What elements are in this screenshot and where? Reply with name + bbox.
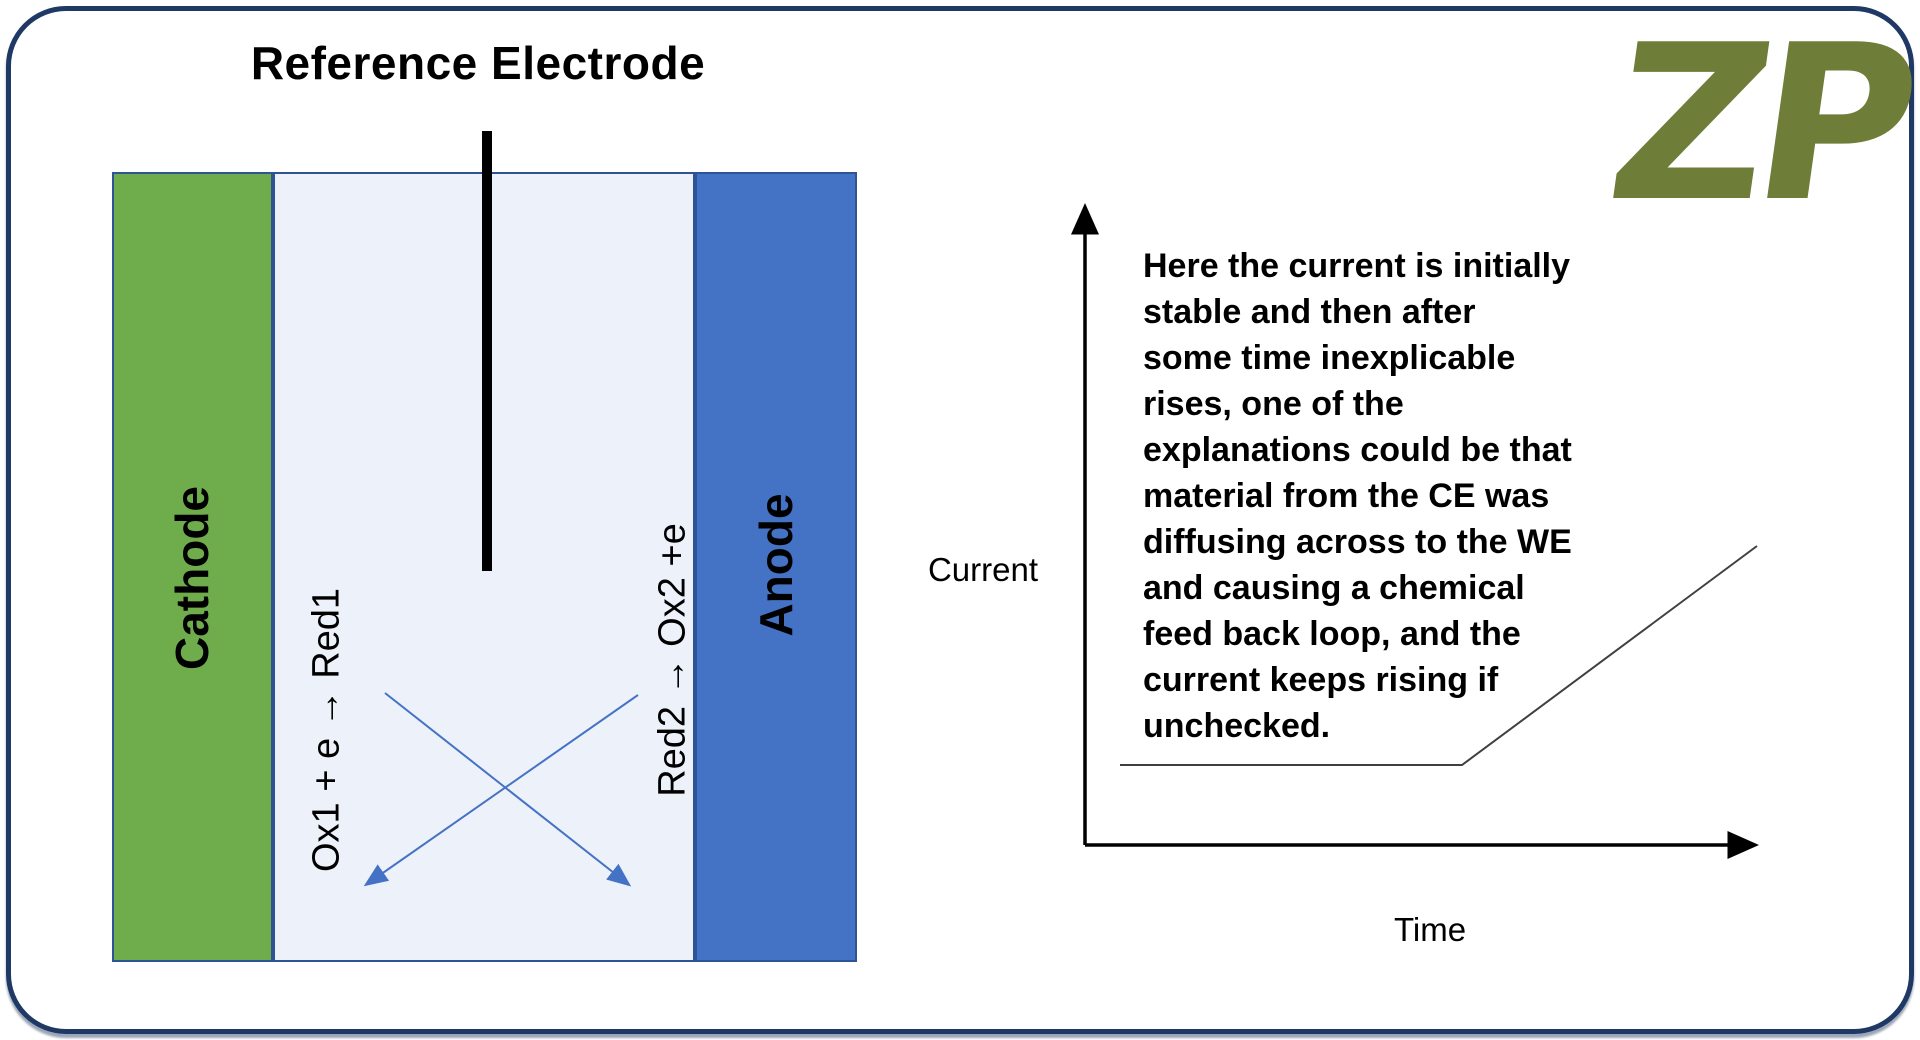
anode-reaction-label: Red2 → Ox2 +e	[651, 523, 694, 797]
cathode-bar	[112, 172, 273, 962]
graph-annotation: Here the current is initially stable and…	[1143, 247, 1572, 745]
anode-label: Anode	[750, 493, 802, 637]
zp-logo: ZP	[1596, 0, 1920, 249]
anode-bar	[695, 172, 857, 962]
y-axis-label: Current	[927, 551, 1039, 588]
x-axis-label: Time	[1393, 911, 1467, 948]
cathode-reaction-label: Ox1 + e → Red1	[305, 587, 348, 873]
cathode-label: Cathode	[166, 486, 218, 670]
page-title: Reference Electrode	[250, 37, 706, 89]
reference-electrode-rod	[482, 131, 492, 571]
